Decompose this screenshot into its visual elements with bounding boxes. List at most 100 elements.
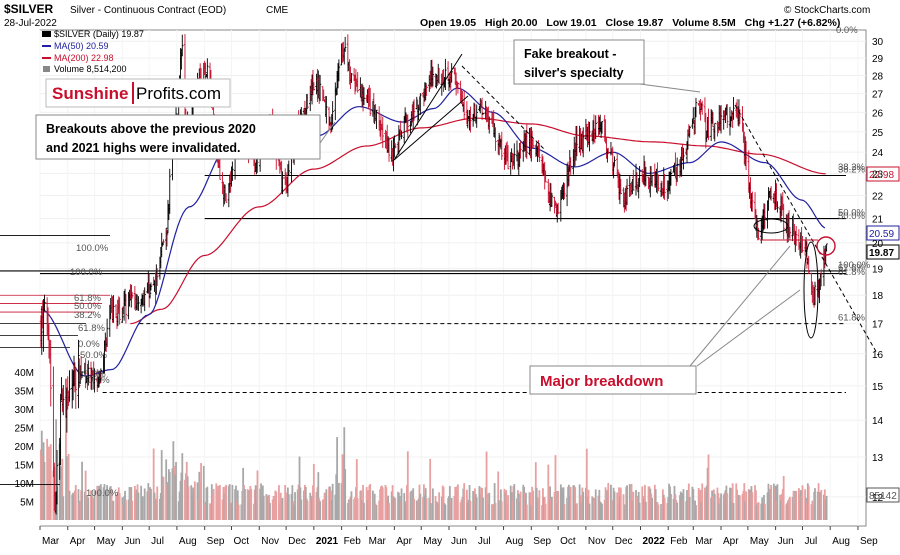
volume-bar	[444, 504, 447, 520]
volume-bar	[519, 491, 522, 520]
volume-bar	[260, 483, 262, 520]
level-label: 50.0%	[838, 208, 865, 219]
horizontal-levels: 38.2%50.0%100.0%61.8%61.8%	[0, 165, 871, 485]
volume-bar	[388, 502, 390, 520]
volume-bar	[156, 486, 159, 520]
y-axis-ticks: 12 13 14 15 16 17 18 19 20 21 22 23 24 25 26 27 28 29 30	[872, 37, 884, 504]
ma200-line	[130, 117, 826, 325]
volume-bar	[475, 497, 478, 520]
ma50-line	[40, 87, 826, 377]
volume-bar	[363, 502, 365, 520]
volume-bar	[663, 497, 666, 520]
badge-ma200: 22.98	[869, 170, 894, 181]
brand-logo: Sunshine Profits.com	[45, 78, 231, 108]
volume-bar	[137, 492, 140, 520]
volume-bar	[688, 496, 691, 520]
volume-bar	[676, 502, 679, 520]
volume-bar	[356, 498, 359, 520]
low-value: 19.01	[570, 17, 596, 29]
volume-bar	[726, 493, 729, 520]
volume-bar	[450, 497, 453, 520]
volume-bar	[425, 498, 428, 520]
volume-bar	[212, 489, 215, 520]
x-tick-label: Mar	[369, 536, 387, 547]
volume-bar	[438, 492, 441, 520]
volume-bar	[81, 461, 83, 520]
badge-volume-box	[866, 487, 900, 503]
open-value: 19.05	[450, 17, 476, 29]
fib-label: 50.0%	[74, 301, 101, 312]
volume-bar	[225, 484, 228, 520]
volume-bar	[406, 451, 409, 520]
brand-part1: Sunshine	[52, 84, 129, 103]
volume-bar	[325, 489, 328, 520]
volume-bar	[369, 483, 372, 520]
y-tick-label: 21	[872, 215, 884, 226]
volume-bar	[150, 488, 152, 520]
volume-bar	[745, 491, 747, 520]
volume-bar	[118, 493, 121, 520]
volume-bar	[278, 485, 280, 520]
volume-bar	[256, 470, 259, 520]
highlight-ellipse-breakdown	[803, 241, 819, 339]
annotation-pointer-major-2	[696, 289, 801, 367]
legend-volume: Volume 8,514,200	[54, 64, 127, 74]
volume-bar	[237, 504, 240, 520]
volume-bar	[231, 484, 234, 520]
copyright: © StockCharts.com	[784, 5, 870, 16]
y-tick-label: 15	[872, 382, 884, 393]
y-tick-label: 30	[872, 37, 884, 48]
level-label: 38.2%	[838, 165, 865, 176]
volume-tick-label: 10M	[15, 479, 34, 490]
badge-ma50: 20.59	[869, 229, 894, 240]
annotation-major-box	[529, 365, 697, 395]
volume-bar	[355, 459, 358, 520]
badge-price-box	[866, 244, 900, 260]
x-tick-label: Jul	[151, 536, 164, 547]
chart-date: 28-Jul-2022	[4, 18, 57, 29]
fib-label: 61.8%	[78, 323, 105, 334]
volume-bar	[218, 485, 221, 520]
y-tick-label: 17	[872, 320, 884, 331]
volume-bar	[801, 485, 804, 520]
volume-bar	[306, 500, 309, 520]
x-tick-label: Mar	[695, 536, 713, 547]
highlight-circle-current	[816, 236, 836, 256]
volume-bar	[55, 419, 58, 520]
downtrend-dashed-line-2	[734, 104, 879, 356]
triangle-upper-line	[393, 53, 463, 161]
annotation-breakouts-line2: and 2021 highs were invalidated.	[46, 141, 241, 155]
volume-bar	[394, 498, 397, 520]
volume-bar	[187, 486, 190, 520]
y-tick-label: 19	[872, 264, 884, 275]
volume-bar	[638, 502, 641, 520]
volume-bar	[532, 490, 534, 520]
level-label: 61.8%	[838, 313, 865, 324]
volume-bar	[300, 499, 303, 520]
y-tick-label: 27	[872, 90, 884, 101]
volume-tick-label: 5M	[20, 498, 34, 509]
volume-bar	[732, 503, 735, 520]
y-tick-label: 13	[872, 453, 884, 464]
volume-bar	[206, 486, 209, 520]
volume-bar	[112, 500, 115, 520]
volume-bar	[601, 503, 603, 520]
chart-exchange: CME	[266, 5, 289, 16]
volume-bar	[731, 483, 734, 520]
volume-bar	[74, 484, 77, 520]
volume-bar	[67, 454, 70, 520]
volume-bar	[500, 501, 503, 520]
x-tick-label: May	[750, 536, 769, 547]
volume-bar	[181, 453, 184, 520]
volume-bar	[588, 503, 591, 520]
volume-bar	[482, 497, 484, 520]
annotation-major: Major breakdown	[529, 365, 697, 395]
downtrend-dashed-line	[461, 65, 546, 151]
volume-bar	[632, 491, 635, 520]
chg-value: +1.27 (+6.82%)	[768, 17, 840, 29]
x-tick-label: 2021	[316, 536, 339, 547]
volume-bar	[557, 491, 560, 520]
volume-bar	[193, 481, 196, 520]
high-label: High	[485, 17, 508, 29]
